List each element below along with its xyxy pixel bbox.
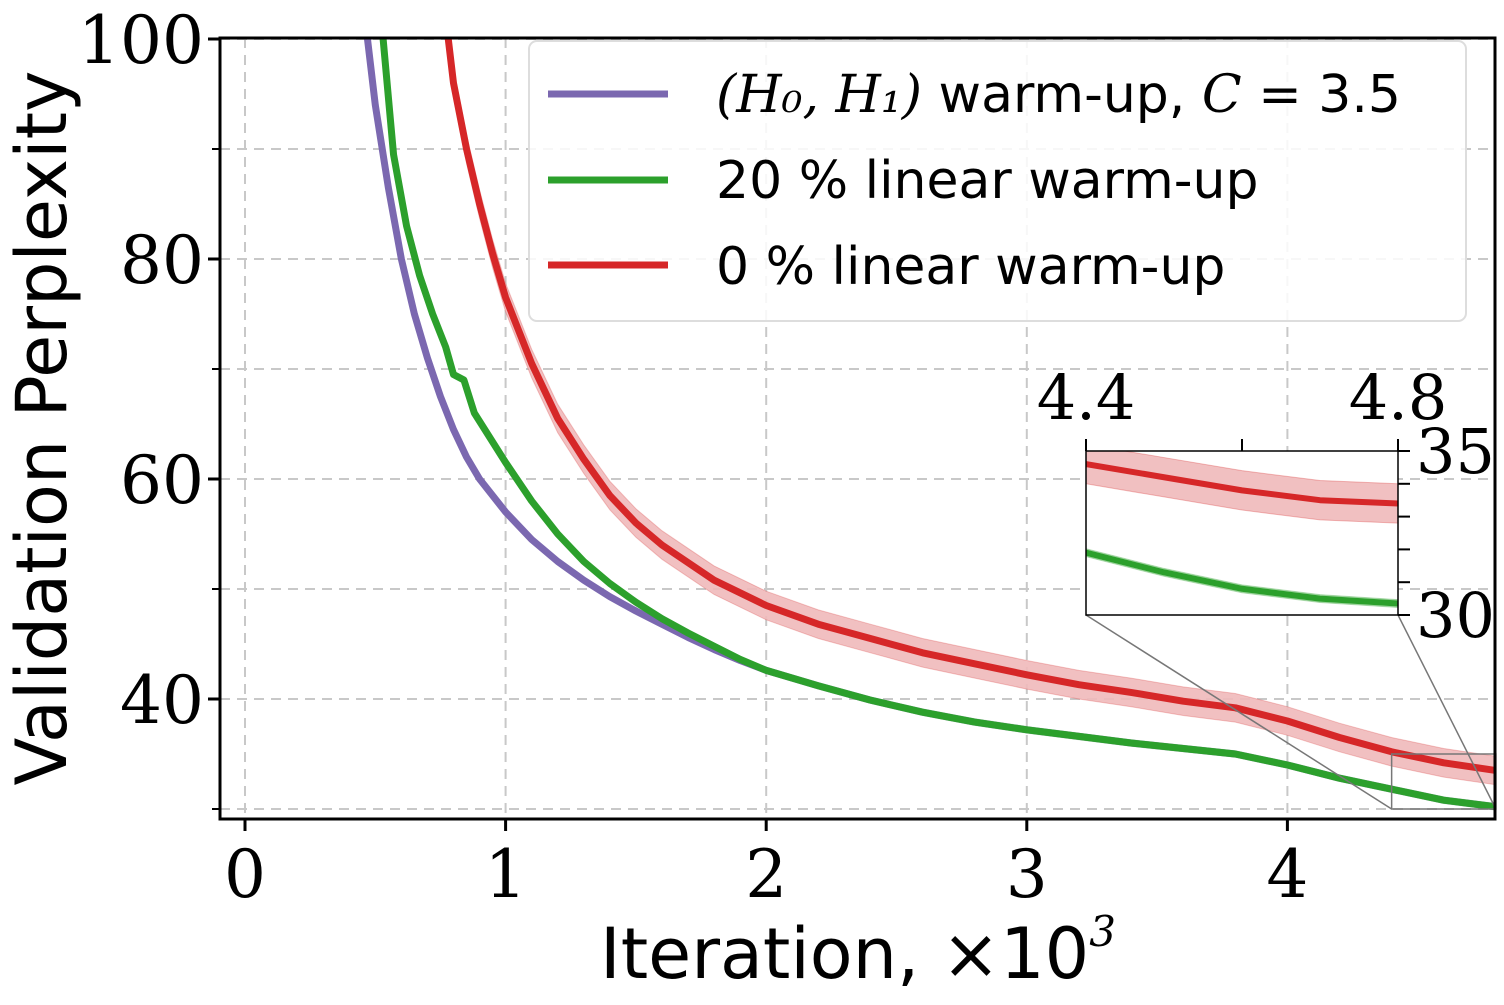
legend-box (528, 40, 1467, 322)
inset-y-tick-label: 35 (1416, 415, 1495, 488)
plot-frame (218, 36, 1497, 821)
inset-ticks: 4.4 4.8 30 35 (1037, 361, 1495, 652)
inset-line (1086, 461, 1398, 507)
inset-band (1086, 451, 1398, 524)
series-line (444, 38, 1495, 774)
legend-h0h1-c: C (1202, 65, 1242, 125)
x-tick-label: 3 (1006, 836, 1048, 913)
series-line (379, 38, 1495, 811)
x-tick-label: 2 (745, 836, 787, 913)
inset-lines (1086, 461, 1398, 607)
legend-entry-h0h1: (H₀, H₁) warm-up, C = 3.5 (716, 65, 1401, 125)
inset-zoom: 4.4 4.8 30 35 (1037, 361, 1495, 652)
series-band (447, 38, 1495, 786)
y-tick-label: 100 (78, 2, 204, 79)
x-tick-label: 0 (224, 836, 266, 913)
zoom-connector-left (1085, 614, 1393, 810)
legend: (H₀, H₁) warm-up, C = 3.5 20 % linear wa… (528, 40, 1467, 322)
legend-h0h1-math: (H₀, H₁) (716, 65, 922, 125)
series-lines (363, 38, 1495, 811)
legend-entry-20pct: 20 % linear warm-up (716, 151, 1259, 211)
legend-entry-0pct: 0 % linear warm-up (716, 237, 1225, 297)
inset-line (1086, 549, 1398, 607)
x-axis-label-text: Iteration, ×10 (600, 913, 1089, 995)
legend-h0h1-mid: warm-up, (922, 65, 1202, 125)
x-axis-label-exponent: 3 (1089, 907, 1116, 956)
x-tick-label: 4 (1266, 836, 1308, 913)
axis-ticks: 0 1 2 3 4 40 60 80 100 (78, 2, 1308, 913)
y-tick-label: 60 (120, 442, 204, 519)
inset-x-tick-label: 4.8 (1349, 361, 1448, 434)
legend-h0h1-tail: = 3.5 (1242, 65, 1401, 125)
y-axis-label: Validation Perplexity (1, 71, 83, 786)
y-tick-label: 40 (120, 662, 204, 739)
x-tick-label: 1 (485, 836, 527, 913)
inset-y-tick-label: 30 (1416, 579, 1495, 652)
zoom-connector-right (1397, 614, 1497, 810)
y-tick-label: 80 (120, 222, 204, 299)
inset-x-tick-label: 4.4 (1037, 361, 1136, 434)
x-axis-label: Iteration, ×103 (600, 907, 1116, 995)
